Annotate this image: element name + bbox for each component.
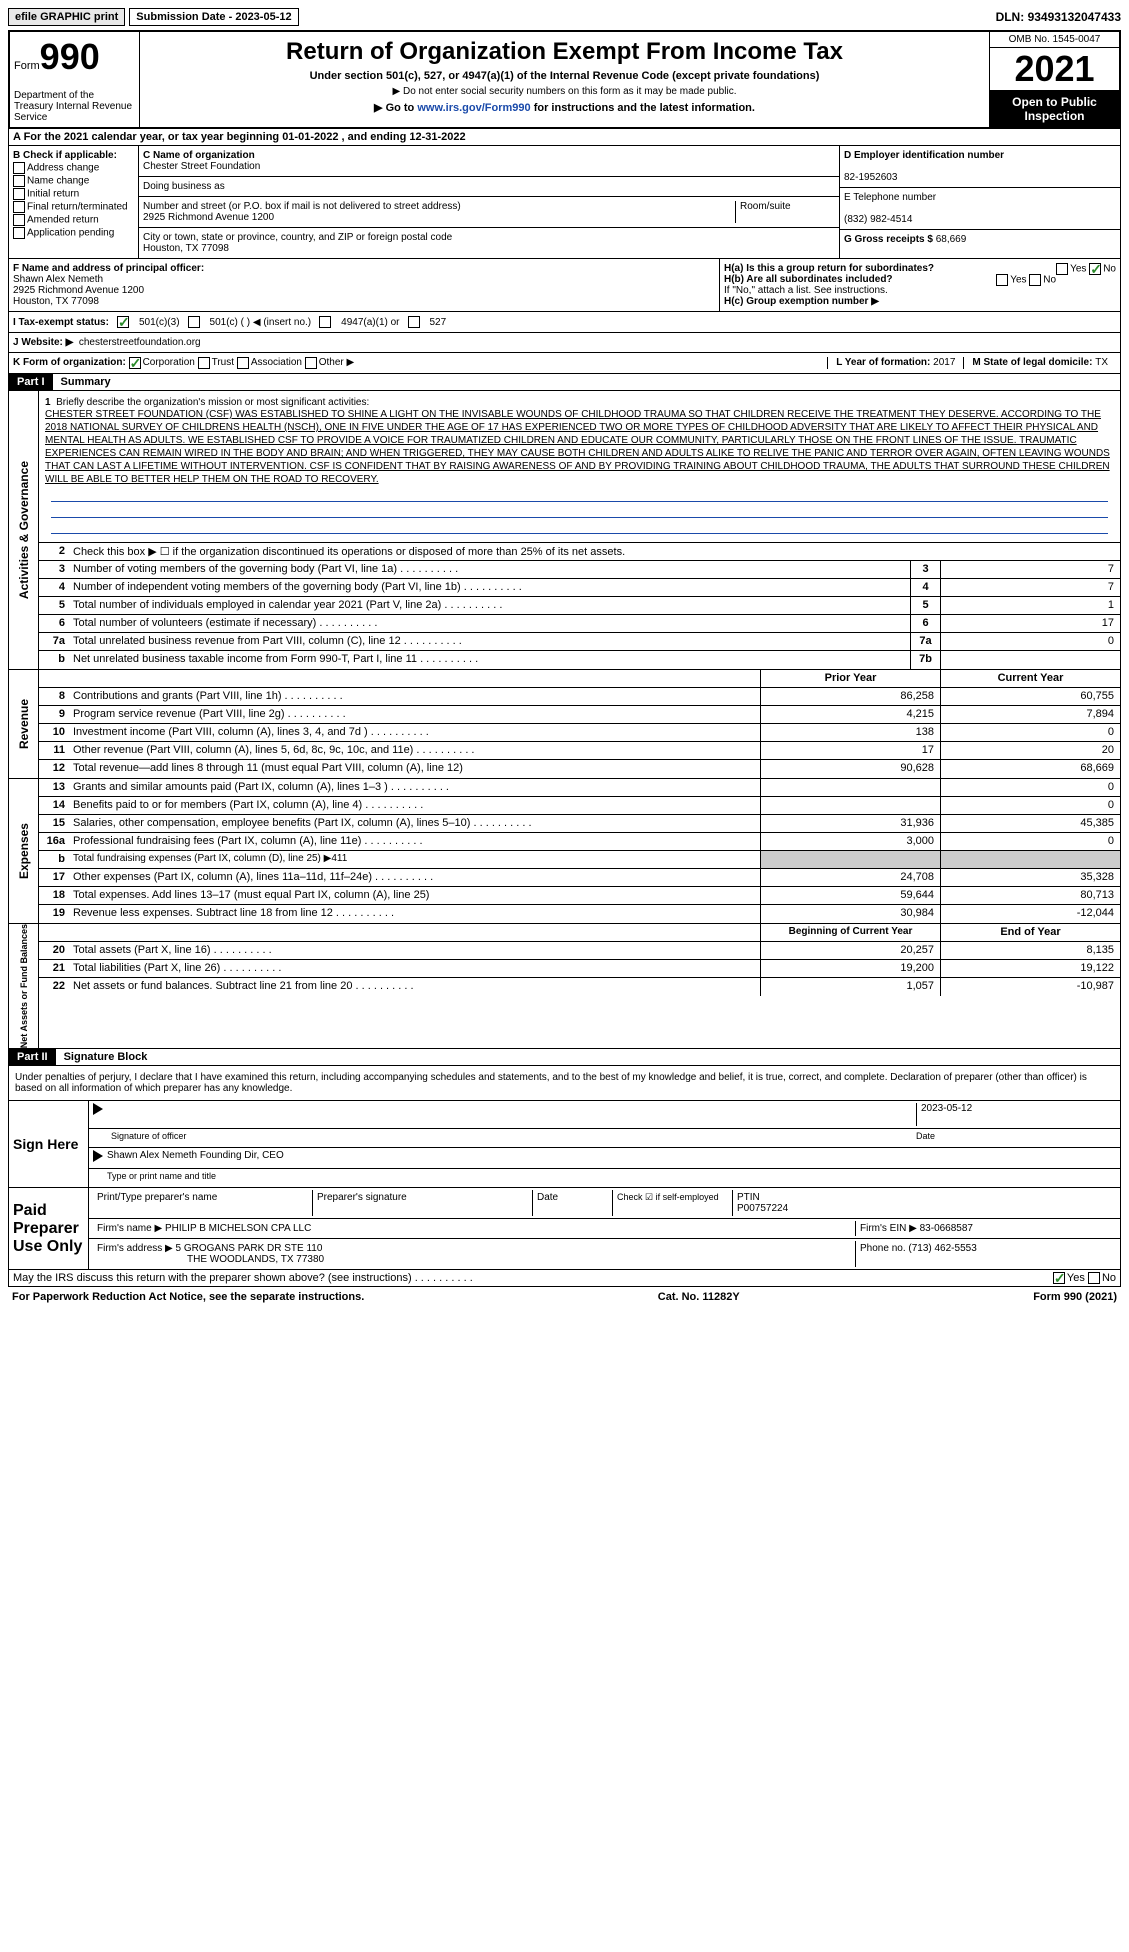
footer: For Paperwork Reduction Act Notice, see … xyxy=(8,1287,1121,1307)
declaration: Under penalties of perjury, I declare th… xyxy=(8,1066,1121,1101)
row-j: J Website: ▶ chesterstreetfoundation.org xyxy=(8,333,1121,353)
open-public: Open to Public Inspection xyxy=(990,91,1119,127)
box-b-header: B Check if applicable: xyxy=(13,150,134,161)
form-title: Return of Organization Exempt From Incom… xyxy=(146,38,983,66)
form-header: Form990 Department of the Treasury Inter… xyxy=(8,30,1121,129)
dept-label: Department of the Treasury Internal Reve… xyxy=(14,90,135,123)
sign-here: Sign Here 2023-05-12 Signature of office… xyxy=(8,1101,1121,1188)
omb-number: OMB No. 1545-0047 xyxy=(990,32,1119,48)
dln: DLN: 93493132047433 xyxy=(996,10,1121,24)
row-k: K Form of organization: Corporation Trus… xyxy=(8,353,1121,374)
box-d: D Employer identification number 82-1952… xyxy=(840,146,1120,188)
vert-expenses: Expenses xyxy=(9,779,39,923)
ssn-note: ▶ Do not enter social security numbers o… xyxy=(146,86,983,97)
box-c-name: C Name of organization Chester Street Fo… xyxy=(139,146,839,177)
form-subtitle: Under section 501(c), 527, or 4947(a)(1)… xyxy=(146,70,983,82)
part1-header: Part I Summary xyxy=(8,374,1121,391)
paid-preparer: Paid Preparer Use Only Print/Type prepar… xyxy=(8,1188,1121,1270)
mission: 1 Briefly describe the organization's mi… xyxy=(39,391,1120,543)
goto-link: ▶ Go to www.irs.gov/Form990 for instruct… xyxy=(146,101,983,114)
tax-year: 2021 xyxy=(990,48,1119,91)
top-bar: efile GRAPHIC print Submission Date - 20… xyxy=(8,8,1121,26)
row-i: I Tax-exempt status: 501(c)(3) 501(c) ( … xyxy=(8,312,1121,333)
discuss-row: May the IRS discuss this return with the… xyxy=(8,1270,1121,1287)
box-g: G Gross receipts $ 68,669 xyxy=(840,230,1120,249)
vert-net-assets: Net Assets or Fund Balances xyxy=(9,924,39,1048)
box-b: B Check if applicable: Address change Na… xyxy=(9,146,139,258)
vert-revenue: Revenue xyxy=(9,670,39,778)
form-number: Form990 xyxy=(14,36,135,78)
row-a-tax-year: A For the 2021 calendar year, or tax yea… xyxy=(8,129,1121,146)
part2-header: Part II Signature Block xyxy=(8,1049,1121,1066)
box-h: H(a) Is this a group return for subordin… xyxy=(720,259,1120,311)
irs-link[interactable]: www.irs.gov/Form990 xyxy=(417,102,530,114)
vert-governance: Activities & Governance xyxy=(9,391,39,669)
box-e: E Telephone number (832) 982-4514 xyxy=(840,188,1120,230)
submission-date: Submission Date - 2023-05-12 xyxy=(129,8,298,26)
box-f: F Name and address of principal officer:… xyxy=(9,259,720,311)
box-c-city: City or town, state or province, country… xyxy=(139,228,839,258)
efile-print-button[interactable]: efile GRAPHIC print xyxy=(8,8,125,26)
box-c-addr: Number and street (or P.O. box if mail i… xyxy=(139,197,839,228)
box-c-dba: Doing business as xyxy=(139,177,839,197)
